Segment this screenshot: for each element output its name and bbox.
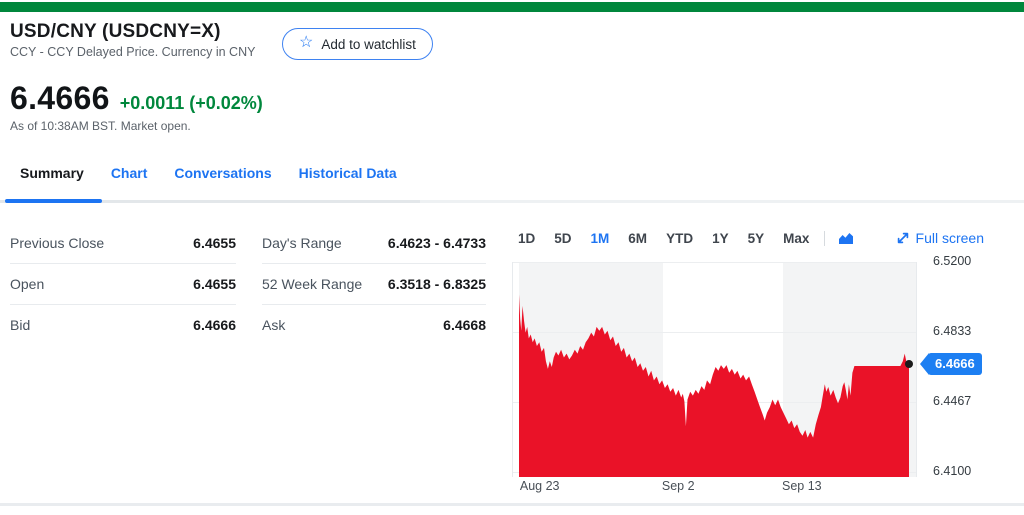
x-axis-label: Sep 2	[661, 479, 695, 493]
area-chart-icon	[839, 232, 854, 244]
last-price-marker	[905, 359, 913, 368]
range-1m[interactable]: 1M	[590, 230, 610, 246]
range-5y[interactable]: 5Y	[747, 230, 765, 246]
tab-conversations[interactable]: Conversations	[174, 165, 272, 181]
stat-row-52-week-range: 52 Week Range 6.3518 - 6.8325	[262, 264, 486, 305]
bottom-divider	[0, 503, 1024, 506]
chart-type-button[interactable]	[838, 232, 854, 245]
full-screen-button[interactable]: Full screen	[896, 230, 984, 246]
y-axis-label: 6.4467	[933, 393, 972, 408]
gridline	[513, 262, 916, 263]
range-6m[interactable]: 6M	[628, 230, 648, 246]
x-axis-label: Aug 23	[519, 479, 560, 493]
stats-table-left: Previous Close 6.4655 Open 6.4655 Bid 6.…	[10, 223, 236, 345]
tab-bar-divider-left	[0, 200, 420, 203]
stat-row-ask: Ask 6.4668	[262, 317, 486, 333]
tab-bar: Summary Chart Conversations Historical D…	[20, 165, 397, 181]
price-chart[interactable]	[512, 262, 917, 477]
y-axis-label: 6.5200	[933, 254, 972, 268]
star-icon: ☆	[299, 34, 314, 51]
top-accent-bar	[0, 2, 1024, 12]
tab-bar-divider	[0, 200, 1024, 203]
chart-range-controls: 1D 5D 1M 6M YTD 1Y 5Y Max Full screen	[505, 226, 1024, 250]
full-screen-label: Full screen	[915, 230, 984, 246]
instrument-subtitle: CCY - CCY Delayed Price. Currency in CNY	[10, 45, 256, 59]
controls-divider	[824, 230, 826, 246]
gridline	[513, 332, 916, 334]
active-tab-indicator	[5, 199, 102, 203]
tab-historical-data[interactable]: Historical Data	[298, 165, 397, 181]
quote-row: 6.4666 +0.0011 (+0.02%)	[10, 80, 263, 117]
badge-arrow	[920, 352, 929, 375]
expand-icon	[897, 232, 908, 244]
x-axis-label: Sep 13	[782, 479, 822, 493]
stat-row-bid: Bid 6.4666	[10, 317, 236, 333]
range-max[interactable]: Max	[783, 230, 810, 246]
tab-chart[interactable]: Chart	[110, 165, 148, 181]
tab-summary[interactable]: Summary	[20, 165, 84, 181]
chart-module: 1D 5D 1M 6M YTD 1Y 5Y Max Full screen	[505, 226, 1024, 500]
stats-table-right: Day's Range 6.4623 - 6.4733 52 Week Rang…	[262, 223, 486, 345]
y-axis-label: 6.4100	[933, 464, 972, 478]
range-5d[interactable]: 5D	[554, 230, 572, 246]
y-axis-label: 6.4833	[933, 324, 972, 339]
range-ytd[interactable]: YTD	[666, 230, 694, 246]
price-area-series	[519, 294, 909, 477]
stat-row-open: Open 6.4655	[10, 264, 236, 305]
badge-value: 6.4666	[928, 352, 982, 375]
last-price-badge: 6.4666	[920, 352, 982, 375]
range-1y[interactable]: 1Y	[712, 230, 729, 246]
watchlist-label: Add to watchlist	[321, 36, 416, 52]
price-change: +0.0011 (+0.02%)	[119, 93, 263, 113]
market-status: As of 10:38AM BST. Market open.	[10, 119, 191, 133]
page-title: USD/CNY (USDCNY=X)	[10, 21, 221, 42]
stat-row-days-range: Day's Range 6.4623 - 6.4733	[262, 223, 486, 264]
add-to-watchlist-button[interactable]: ☆ Add to watchlist	[282, 28, 433, 60]
stat-row-previous-close: Previous Close 6.4655	[10, 223, 236, 264]
range-1d[interactable]: 1D	[518, 230, 536, 246]
current-price: 6.4666	[10, 80, 110, 116]
